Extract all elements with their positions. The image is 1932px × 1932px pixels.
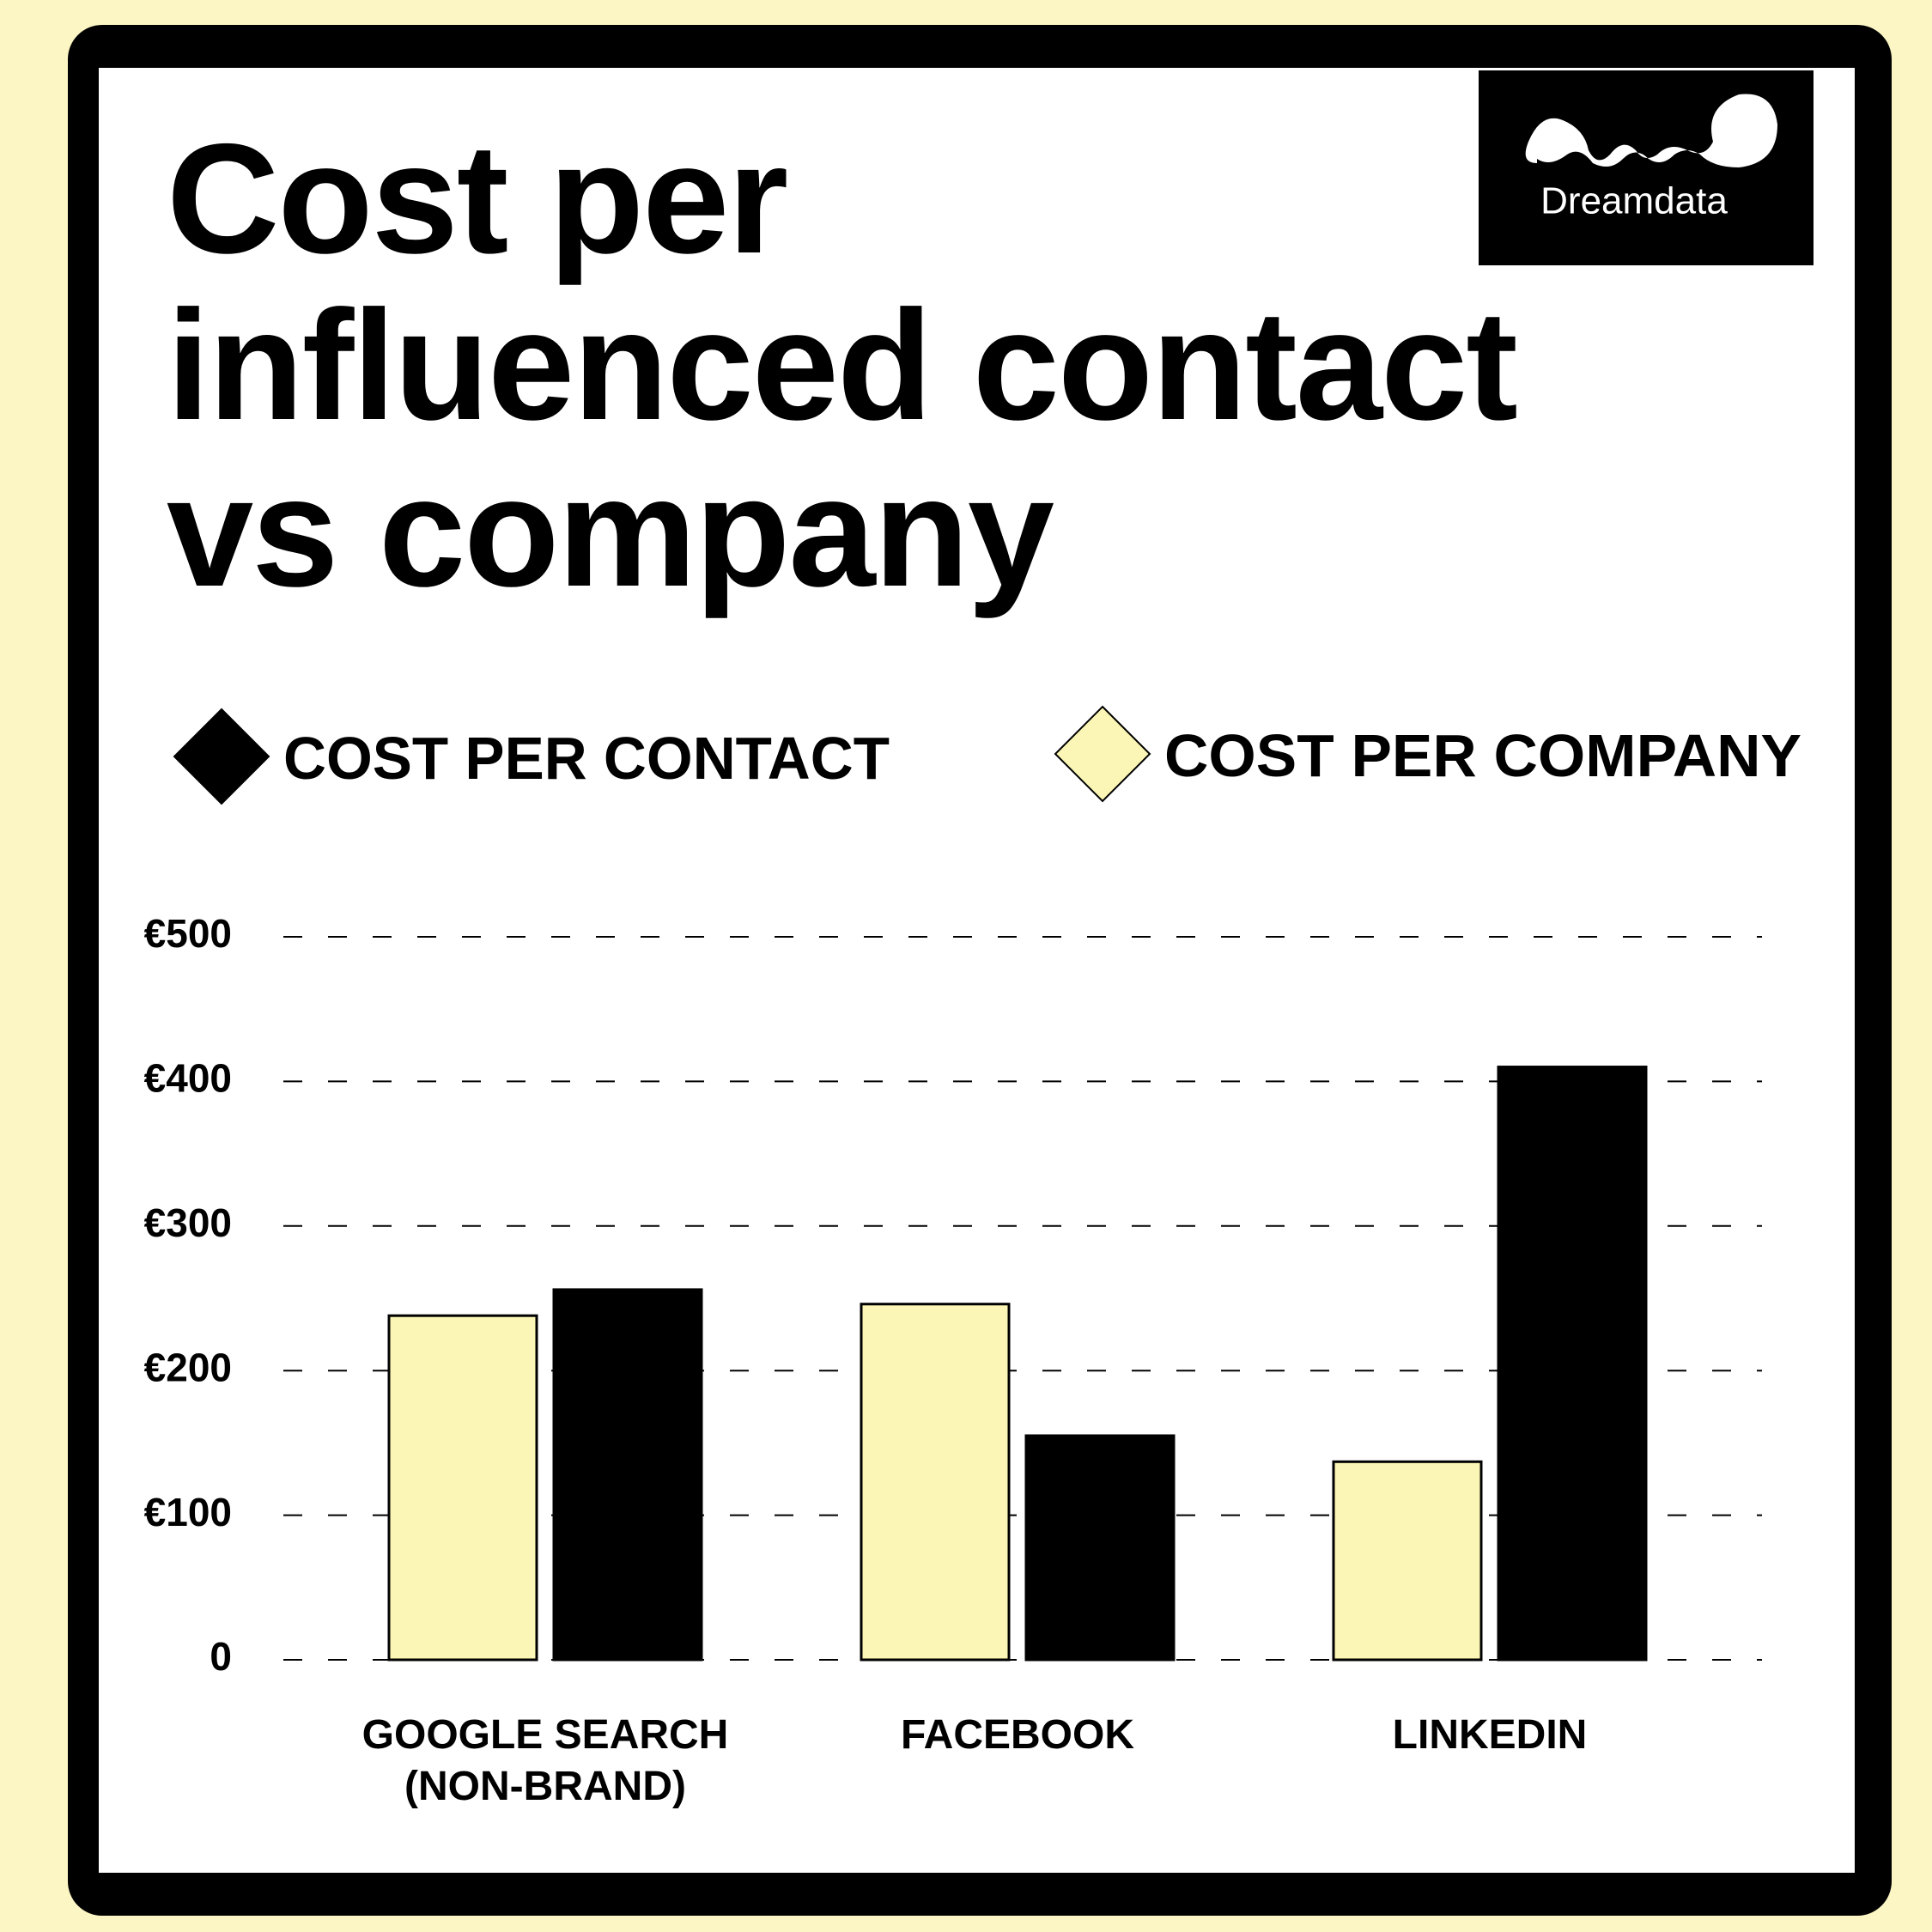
chart-title: Cost per influenced contact vs company — [167, 111, 1516, 619]
legend-marker — [1054, 705, 1151, 803]
legend-label: COST PER COMPANY — [1164, 722, 1801, 789]
bar — [552, 1288, 703, 1662]
bar — [1497, 1066, 1648, 1662]
y-tick-label: €200 — [144, 1345, 232, 1389]
y-tick-label: €500 — [144, 911, 232, 956]
y-tick-label: 0 — [210, 1634, 232, 1679]
y-tick-label: €300 — [144, 1200, 232, 1245]
logo: Dreamdata — [1479, 70, 1814, 265]
logo-text: Dreamdata — [1540, 180, 1728, 222]
bar — [1024, 1434, 1176, 1662]
x-tick-label: GOOGLE SEARCH (NON-BRAND) — [362, 1712, 729, 1809]
legend-label: COST PER CONTACT — [283, 725, 890, 792]
x-tick-label: FACEBOOK — [901, 1712, 1134, 1758]
bar — [1332, 1460, 1483, 1662]
bar — [387, 1314, 538, 1662]
y-tick-label: €100 — [144, 1490, 232, 1534]
bar — [860, 1303, 1011, 1662]
y-tick-label: €400 — [144, 1056, 232, 1101]
logo-mark — [1525, 94, 1777, 167]
x-tick-label: LINKEDIN — [1393, 1712, 1588, 1758]
legend-marker — [173, 708, 270, 805]
